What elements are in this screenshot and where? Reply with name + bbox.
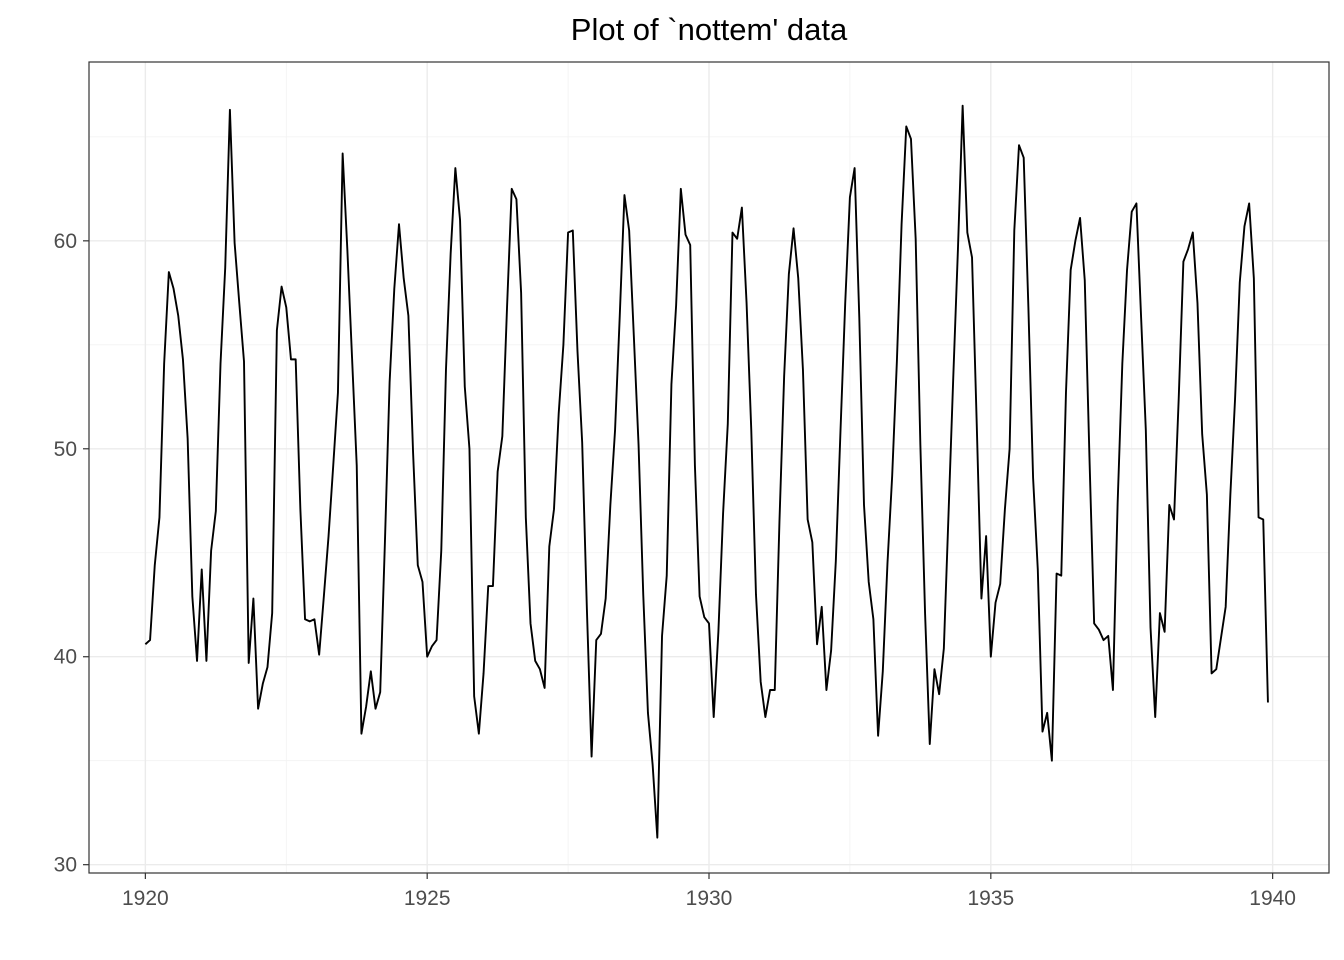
x-tick-label: 1920 xyxy=(122,887,169,910)
chart-title: Plot of `nottem' data xyxy=(571,12,848,47)
x-tick-label: 1935 xyxy=(967,887,1014,910)
y-axis: 30 40 50 60 xyxy=(54,230,89,877)
y-tick-label: 40 xyxy=(54,646,77,669)
plot-panel xyxy=(88,61,1330,874)
x-tick-label: 1930 xyxy=(686,887,733,910)
y-tick-label: 30 xyxy=(54,854,77,877)
x-tick-label: 1940 xyxy=(1249,887,1296,910)
x-axis: 1920 1925 1930 1935 1940 xyxy=(122,873,1296,910)
y-tick-label: 60 xyxy=(54,230,77,253)
series-line xyxy=(144,104,1269,839)
y-tick-label: 50 xyxy=(54,438,77,461)
x-tick-label: 1925 xyxy=(404,887,451,910)
